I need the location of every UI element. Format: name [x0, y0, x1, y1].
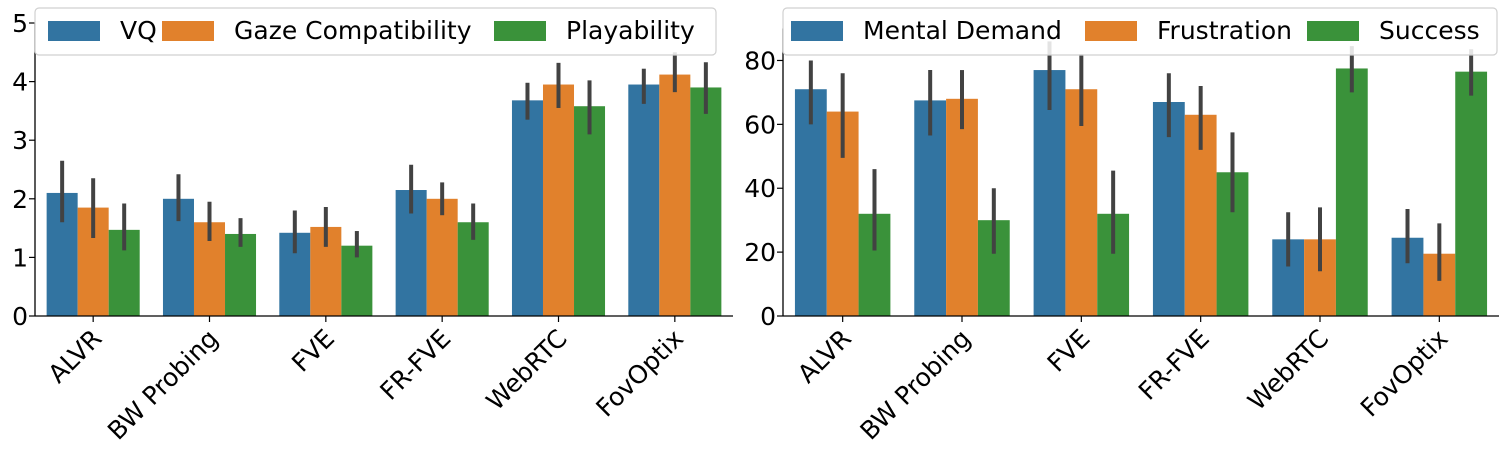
x-tick-label: FR-FVE — [374, 324, 456, 406]
legend-1: VQ Gaze Compatibility Playability — [34, 7, 717, 56]
bar-gaze-compatibility-fovoptix — [659, 74, 691, 317]
legend-frame — [34, 7, 717, 56]
legend-swatch — [494, 21, 546, 41]
bar-success-fovoptix — [1455, 71, 1488, 316]
legend-label: Playability — [566, 16, 695, 45]
x-tick-label: FR-FVE — [1133, 324, 1215, 406]
x-tick-label: BW Probing — [855, 324, 977, 446]
y-tick-label: 0 — [760, 302, 776, 331]
bar-frustration-bw-probing — [946, 98, 978, 316]
y-tick-label: 0 — [12, 302, 28, 331]
legend-swatch — [162, 21, 214, 41]
bar-gaze-compatibility-fr-fve — [426, 198, 458, 316]
legend-swatch — [1307, 21, 1359, 41]
legend-label: Gaze Compatibility — [234, 16, 472, 45]
x-tick-label: ALVR — [792, 324, 857, 389]
bar-mental-demand-fr-fve — [1152, 102, 1185, 316]
y-tick-label: 5 — [12, 9, 28, 38]
x-tick-label: FovOptix — [590, 324, 689, 423]
legend-label: Mental Demand — [863, 16, 1062, 45]
y-tick-label: 20 — [744, 238, 776, 267]
legend-label: VQ — [120, 16, 157, 45]
x-tick-label: FovOptix — [1355, 324, 1454, 423]
bar-playability-fovoptix — [690, 87, 722, 317]
legend-swatch — [1085, 21, 1137, 41]
x-tick-label: FVE — [1042, 324, 1096, 378]
x-tick-label: BW Probing — [102, 324, 224, 446]
legend-label: Frustration — [1157, 16, 1292, 45]
x-tick-label: WebRTC — [1242, 324, 1334, 416]
y-tick-label: 1 — [12, 243, 28, 272]
y-tick-label: 4 — [12, 68, 28, 97]
x-tick-label: ALVR — [43, 324, 108, 389]
bar-gaze-compatibility-webrtc — [542, 84, 575, 316]
bar-vq-fovoptix — [628, 84, 660, 316]
bar-playability-webrtc — [574, 106, 606, 316]
legend-frame — [782, 7, 1498, 56]
bar-mental-demand-fve — [1033, 70, 1066, 316]
x-tick-label: WebRTC — [481, 324, 573, 416]
bar-playability-bw-probing — [225, 233, 257, 316]
bar-vq-webrtc — [511, 100, 543, 317]
y-tick-label: 80 — [744, 46, 776, 75]
y-tick-label: 3 — [12, 126, 28, 155]
legend-swatch — [48, 21, 100, 41]
legend-label: Success — [1379, 16, 1480, 45]
bar-success-webrtc — [1335, 68, 1368, 316]
legend-2: Mental Demand Frustration Success — [782, 7, 1498, 56]
legend-swatch — [791, 21, 843, 41]
bar-mental-demand-bw-probing — [914, 100, 947, 316]
y-tick-label: 2 — [12, 185, 28, 214]
bar-frustration-fve — [1065, 89, 1098, 316]
y-tick-label: 40 — [744, 174, 776, 203]
y-tick-label: 60 — [744, 110, 776, 139]
x-tick-label: FVE — [286, 324, 340, 378]
bar-mental-demand-alvr — [794, 89, 827, 316]
